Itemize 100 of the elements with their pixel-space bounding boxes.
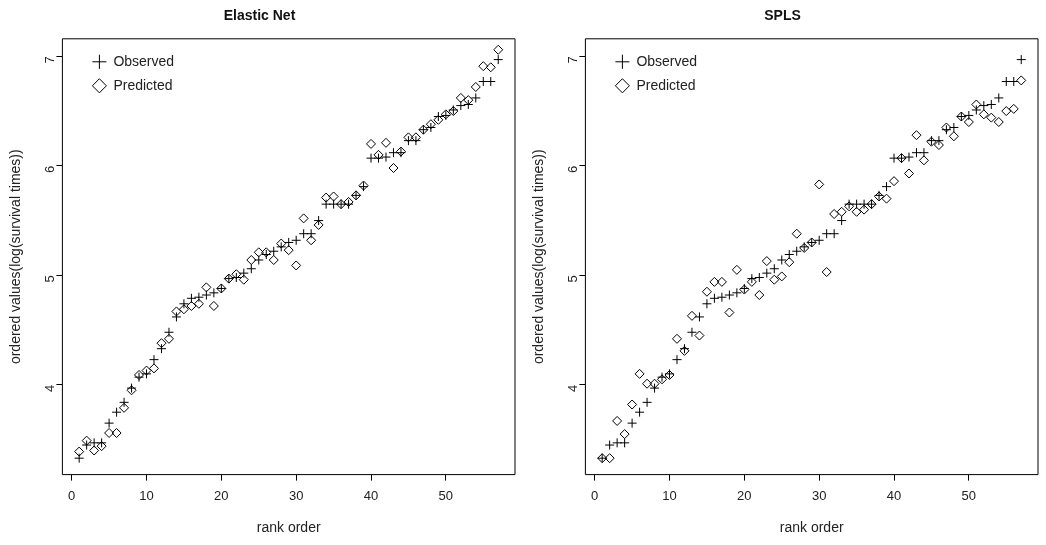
point bbox=[978, 109, 989, 120]
x-tick-label: 40 bbox=[363, 487, 379, 503]
legend-label: Observed bbox=[113, 52, 175, 69]
point bbox=[731, 264, 742, 275]
point bbox=[859, 199, 870, 210]
point bbox=[186, 300, 197, 311]
point bbox=[81, 435, 92, 446]
point bbox=[716, 292, 727, 303]
point bbox=[724, 307, 735, 318]
x-tick-label: 0 bbox=[68, 487, 76, 503]
y-axis-title: ordered values(log(survival times)) bbox=[7, 149, 24, 365]
point bbox=[283, 245, 294, 256]
point bbox=[784, 257, 795, 268]
point bbox=[291, 235, 302, 246]
point bbox=[96, 441, 107, 452]
y-tick-label: 4 bbox=[41, 384, 57, 393]
point bbox=[821, 267, 832, 278]
point bbox=[171, 311, 182, 322]
point bbox=[380, 152, 391, 163]
point bbox=[672, 333, 682, 344]
point bbox=[321, 192, 332, 203]
point bbox=[604, 440, 615, 451]
point bbox=[933, 140, 944, 151]
point bbox=[836, 206, 847, 217]
x-tick-label: 10 bbox=[139, 487, 154, 503]
y-tick-label: 6 bbox=[564, 165, 580, 174]
point bbox=[104, 418, 115, 429]
point bbox=[829, 209, 840, 219]
x-tick-label: 20 bbox=[214, 487, 229, 503]
point bbox=[493, 44, 504, 55]
point bbox=[178, 304, 189, 315]
point bbox=[111, 427, 122, 438]
point bbox=[1008, 103, 1019, 114]
point bbox=[709, 276, 720, 287]
point bbox=[478, 61, 489, 72]
x-tick-label: 20 bbox=[737, 487, 752, 503]
point bbox=[380, 137, 391, 148]
point bbox=[761, 268, 772, 279]
point bbox=[388, 163, 399, 174]
point bbox=[81, 440, 92, 451]
point bbox=[851, 199, 862, 210]
y-tick-label: 6 bbox=[41, 165, 57, 174]
x-axis-title: rank order bbox=[779, 519, 844, 536]
chart-title: SPLS bbox=[764, 7, 801, 24]
point bbox=[851, 206, 862, 217]
point bbox=[933, 135, 944, 146]
point bbox=[791, 246, 802, 257]
point bbox=[963, 110, 974, 121]
point bbox=[246, 254, 257, 265]
x-tick-label: 30 bbox=[288, 487, 304, 503]
point bbox=[612, 415, 623, 426]
point bbox=[634, 368, 645, 379]
point bbox=[193, 298, 204, 309]
point bbox=[986, 99, 997, 110]
point bbox=[814, 235, 825, 246]
point bbox=[911, 130, 922, 141]
x-tick-label: 40 bbox=[886, 487, 902, 503]
point bbox=[253, 254, 264, 265]
x-axis-title: rank order bbox=[256, 519, 321, 536]
y-tick-label: 7 bbox=[564, 56, 580, 64]
point bbox=[829, 228, 840, 239]
point bbox=[298, 213, 309, 224]
y-tick-label: 7 bbox=[41, 56, 57, 64]
point bbox=[119, 402, 130, 413]
point bbox=[89, 437, 100, 448]
point bbox=[724, 290, 735, 301]
chart-title: Elastic Net bbox=[223, 7, 296, 24]
legend-label: Observed bbox=[636, 52, 698, 69]
x-tick-label: 0 bbox=[591, 487, 599, 503]
point bbox=[111, 407, 122, 418]
x-tick-label: 30 bbox=[811, 487, 827, 503]
point bbox=[761, 256, 772, 267]
point bbox=[881, 181, 892, 192]
point bbox=[814, 179, 825, 190]
point bbox=[627, 418, 638, 429]
point bbox=[918, 155, 929, 166]
point bbox=[493, 54, 504, 65]
point bbox=[948, 131, 959, 142]
point bbox=[178, 298, 189, 309]
point bbox=[993, 92, 1004, 103]
point bbox=[709, 293, 720, 304]
y-tick-label: 4 bbox=[564, 384, 580, 393]
y-axis-title: ordered values(log(survival times)) bbox=[530, 149, 547, 365]
point bbox=[208, 287, 219, 298]
point bbox=[253, 247, 264, 258]
point bbox=[619, 429, 630, 440]
point bbox=[948, 122, 959, 133]
point bbox=[306, 235, 317, 246]
point bbox=[291, 260, 302, 271]
point bbox=[604, 453, 615, 464]
point bbox=[373, 149, 384, 160]
point bbox=[649, 378, 660, 389]
point bbox=[238, 274, 249, 285]
point bbox=[642, 397, 653, 408]
x-tick-label: 50 bbox=[438, 487, 454, 503]
point bbox=[881, 193, 892, 204]
point bbox=[859, 204, 870, 215]
y-tick-label: 5 bbox=[564, 275, 580, 283]
point bbox=[986, 112, 997, 123]
legend-label: Predicted bbox=[113, 76, 173, 93]
